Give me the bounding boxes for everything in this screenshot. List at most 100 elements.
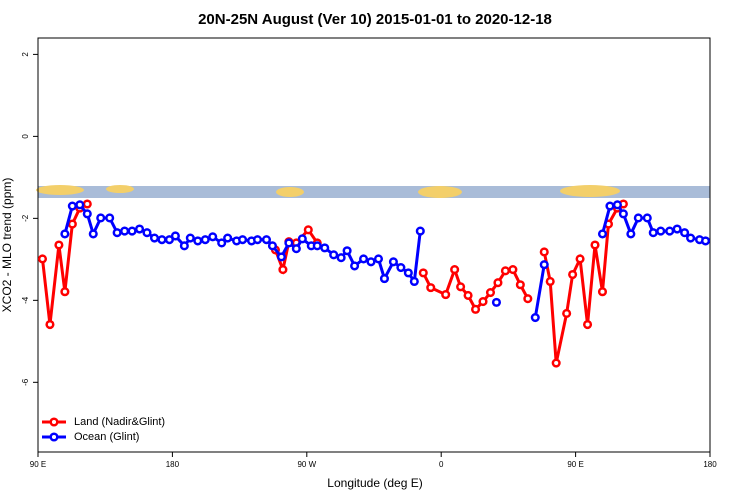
point: [45, 319, 55, 330]
legend-marker: [49, 432, 59, 442]
point: [388, 257, 398, 267]
point: [179, 241, 189, 251]
point: [278, 265, 288, 275]
point: [605, 201, 615, 211]
point: [672, 224, 682, 234]
point: [276, 252, 286, 262]
point: [456, 282, 466, 292]
point: [597, 229, 608, 239]
point: [267, 241, 278, 251]
point: [105, 213, 115, 223]
point: [142, 228, 152, 238]
point: [238, 235, 248, 245]
point: [648, 228, 658, 238]
x-tick-label: 90 W: [297, 460, 316, 469]
point: [373, 254, 384, 264]
point: [96, 213, 106, 223]
point: [208, 232, 218, 242]
point: [127, 226, 137, 236]
point: [88, 229, 98, 239]
point: [539, 260, 549, 270]
legend-label: Land (Nadir&Glint): [74, 416, 165, 428]
point: [223, 233, 233, 243]
point: [485, 287, 496, 298]
point: [303, 225, 313, 235]
point: [366, 257, 376, 267]
point: [575, 254, 585, 264]
point: [358, 254, 369, 264]
x-tick-label: 0: [439, 460, 444, 469]
point: [508, 265, 518, 275]
point: [297, 234, 307, 244]
point: [680, 228, 690, 238]
y-tick-label: -2: [21, 214, 30, 222]
point: [415, 226, 425, 236]
point: [54, 240, 64, 250]
point: [75, 200, 85, 210]
point: [350, 261, 360, 271]
point: [291, 244, 301, 254]
point: [590, 240, 600, 250]
x-tick-label: 180: [703, 460, 717, 469]
y-tick-label: 2: [21, 52, 30, 57]
point: [441, 290, 451, 300]
point: [157, 235, 167, 245]
point: [200, 235, 210, 245]
point: [60, 287, 70, 297]
point: [134, 224, 145, 234]
point: [193, 236, 203, 246]
point: [82, 199, 92, 209]
point: [120, 226, 130, 236]
point: [612, 200, 622, 210]
point: [379, 274, 390, 284]
point: [700, 236, 711, 246]
point: [67, 219, 77, 229]
point: [67, 201, 77, 211]
point: [523, 294, 533, 304]
point: [656, 226, 666, 236]
point: [336, 253, 346, 263]
y-tick-label: -6: [21, 378, 30, 386]
y-tick-label: -4: [21, 296, 30, 304]
plot-frame: [37, 37, 711, 453]
point: [582, 319, 593, 330]
point: [515, 280, 525, 290]
point: [545, 276, 555, 287]
point: [217, 238, 227, 248]
point: [530, 313, 540, 323]
legend-label: Ocean (Glint): [74, 431, 139, 443]
point: [37, 254, 48, 264]
y-tick-label: 0: [21, 134, 30, 139]
map-strip: [36, 185, 710, 198]
point: [633, 213, 643, 223]
point: [551, 358, 561, 368]
point: [418, 268, 428, 278]
point: [626, 229, 636, 239]
x-tick-label: 180: [166, 460, 180, 469]
chart-title: 20N-25N August (Ver 10) 2015-01-01 to 20…: [198, 11, 552, 28]
point: [642, 213, 652, 223]
point: [470, 304, 481, 314]
point: [149, 233, 160, 243]
point: [491, 297, 502, 307]
point: [112, 228, 122, 238]
legend-marker: [49, 417, 59, 427]
point: [539, 247, 549, 257]
point: [82, 209, 92, 219]
point: [403, 268, 413, 278]
point: [329, 250, 339, 260]
point: [568, 269, 578, 280]
x-tick-label: 90 E: [30, 460, 46, 469]
point: [396, 262, 406, 273]
point: [463, 290, 473, 300]
x-axis-label: Longitude (deg E): [327, 476, 422, 490]
point: [665, 226, 675, 236]
point: [261, 235, 272, 245]
point: [597, 287, 608, 297]
point: [409, 276, 419, 287]
point: [686, 233, 696, 243]
point: [426, 283, 436, 293]
point: [618, 209, 628, 219]
point: [60, 229, 70, 239]
